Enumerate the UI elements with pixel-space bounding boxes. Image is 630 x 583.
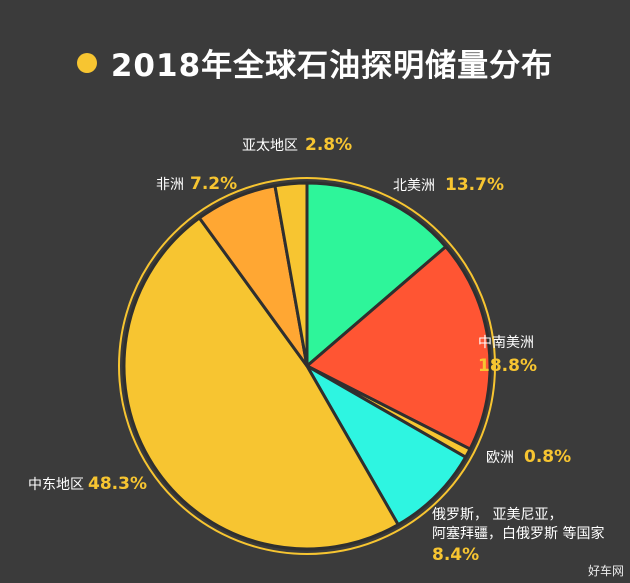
slice-label-0: 北美洲 — [393, 178, 435, 194]
chart-title-row: 2018年全球石油探明储量分布 — [0, 40, 630, 85]
title-bullet-icon — [76, 52, 97, 73]
slice-value-2: 0.8% — [524, 447, 571, 467]
slice-value-0: 13.7% — [445, 175, 504, 195]
slice-value-5: 7.2% — [190, 174, 237, 194]
pie-slice-4 — [122, 216, 400, 551]
slice-label-5: 非洲 — [156, 177, 184, 193]
pie-outer-ring — [118, 177, 496, 555]
pie-slice-0 — [305, 181, 448, 368]
slice-value-6: 2.8% — [305, 135, 352, 155]
slice-label-4: 中东地区 — [28, 477, 84, 493]
slice-label-2: 欧洲 — [486, 450, 514, 466]
pie-slice-3 — [305, 364, 468, 527]
pie-slice-6 — [273, 181, 309, 368]
slice-label-1: 中南美洲 — [478, 335, 534, 351]
slice-label-3-line-1: 阿塞拜疆，白俄罗斯 等国家 — [432, 525, 604, 542]
slice-value-3: 8.4% — [432, 545, 479, 565]
slice-value-4: 48.3% — [88, 474, 147, 494]
watermark-text: 好车网 — [587, 564, 624, 578]
pie-slice-1 — [305, 245, 492, 451]
chart-title: 2018年全球石油探明储量分布 — [110, 48, 554, 84]
slice-label-3-line-0: 俄罗斯， 亚美尼亚， — [432, 507, 562, 523]
slice-value-1: 18.8% — [478, 356, 537, 376]
slice-label-6: 亚太地区 — [242, 138, 298, 154]
